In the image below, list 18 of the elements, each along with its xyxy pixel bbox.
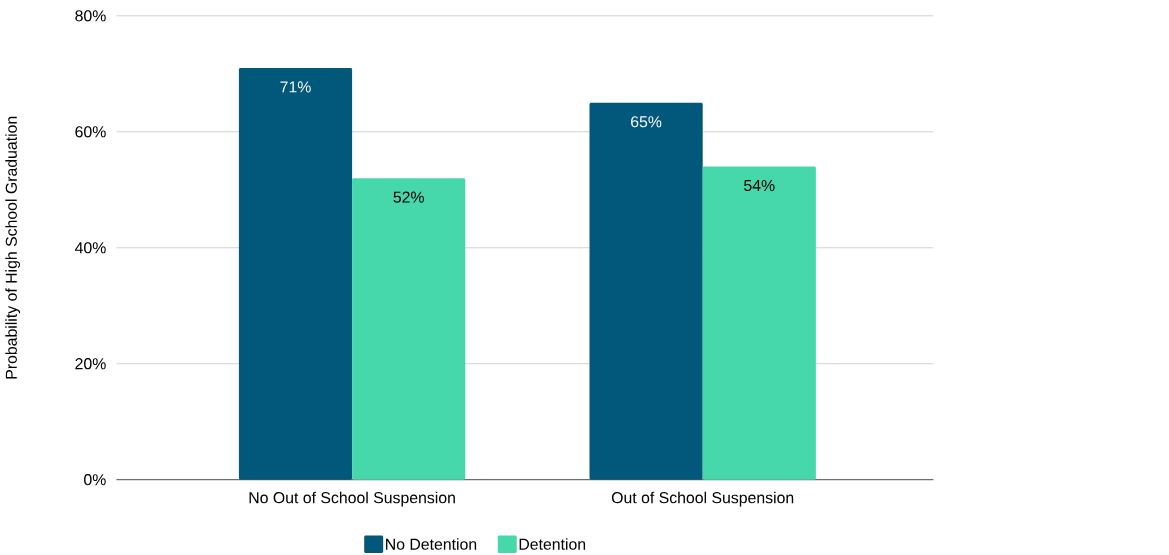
bar bbox=[352, 178, 466, 480]
legend-label: No Detention bbox=[386, 538, 477, 550]
bar bbox=[702, 166, 816, 480]
y-axis-title: Probability of High School Graduation bbox=[5, 116, 21, 379]
data-label: 52% bbox=[393, 191, 424, 203]
x-tick-label: Out of School Suspension bbox=[611, 491, 794, 507]
y-tick-label: 80% bbox=[75, 10, 106, 22]
y-tick-label: 20% bbox=[75, 358, 106, 370]
data-label: 65% bbox=[631, 116, 662, 128]
y-tick-label: 0% bbox=[84, 473, 106, 486]
bar bbox=[589, 102, 703, 480]
y-tick-label: 40% bbox=[74, 242, 106, 254]
x-tick-label: No Out of School Suspension bbox=[249, 491, 455, 507]
data-label: 71% bbox=[280, 81, 311, 93]
data-label: 54% bbox=[744, 179, 775, 191]
y-tick-label: 60% bbox=[75, 126, 106, 138]
bar bbox=[238, 67, 353, 480]
legend-label: Detention bbox=[519, 538, 586, 550]
